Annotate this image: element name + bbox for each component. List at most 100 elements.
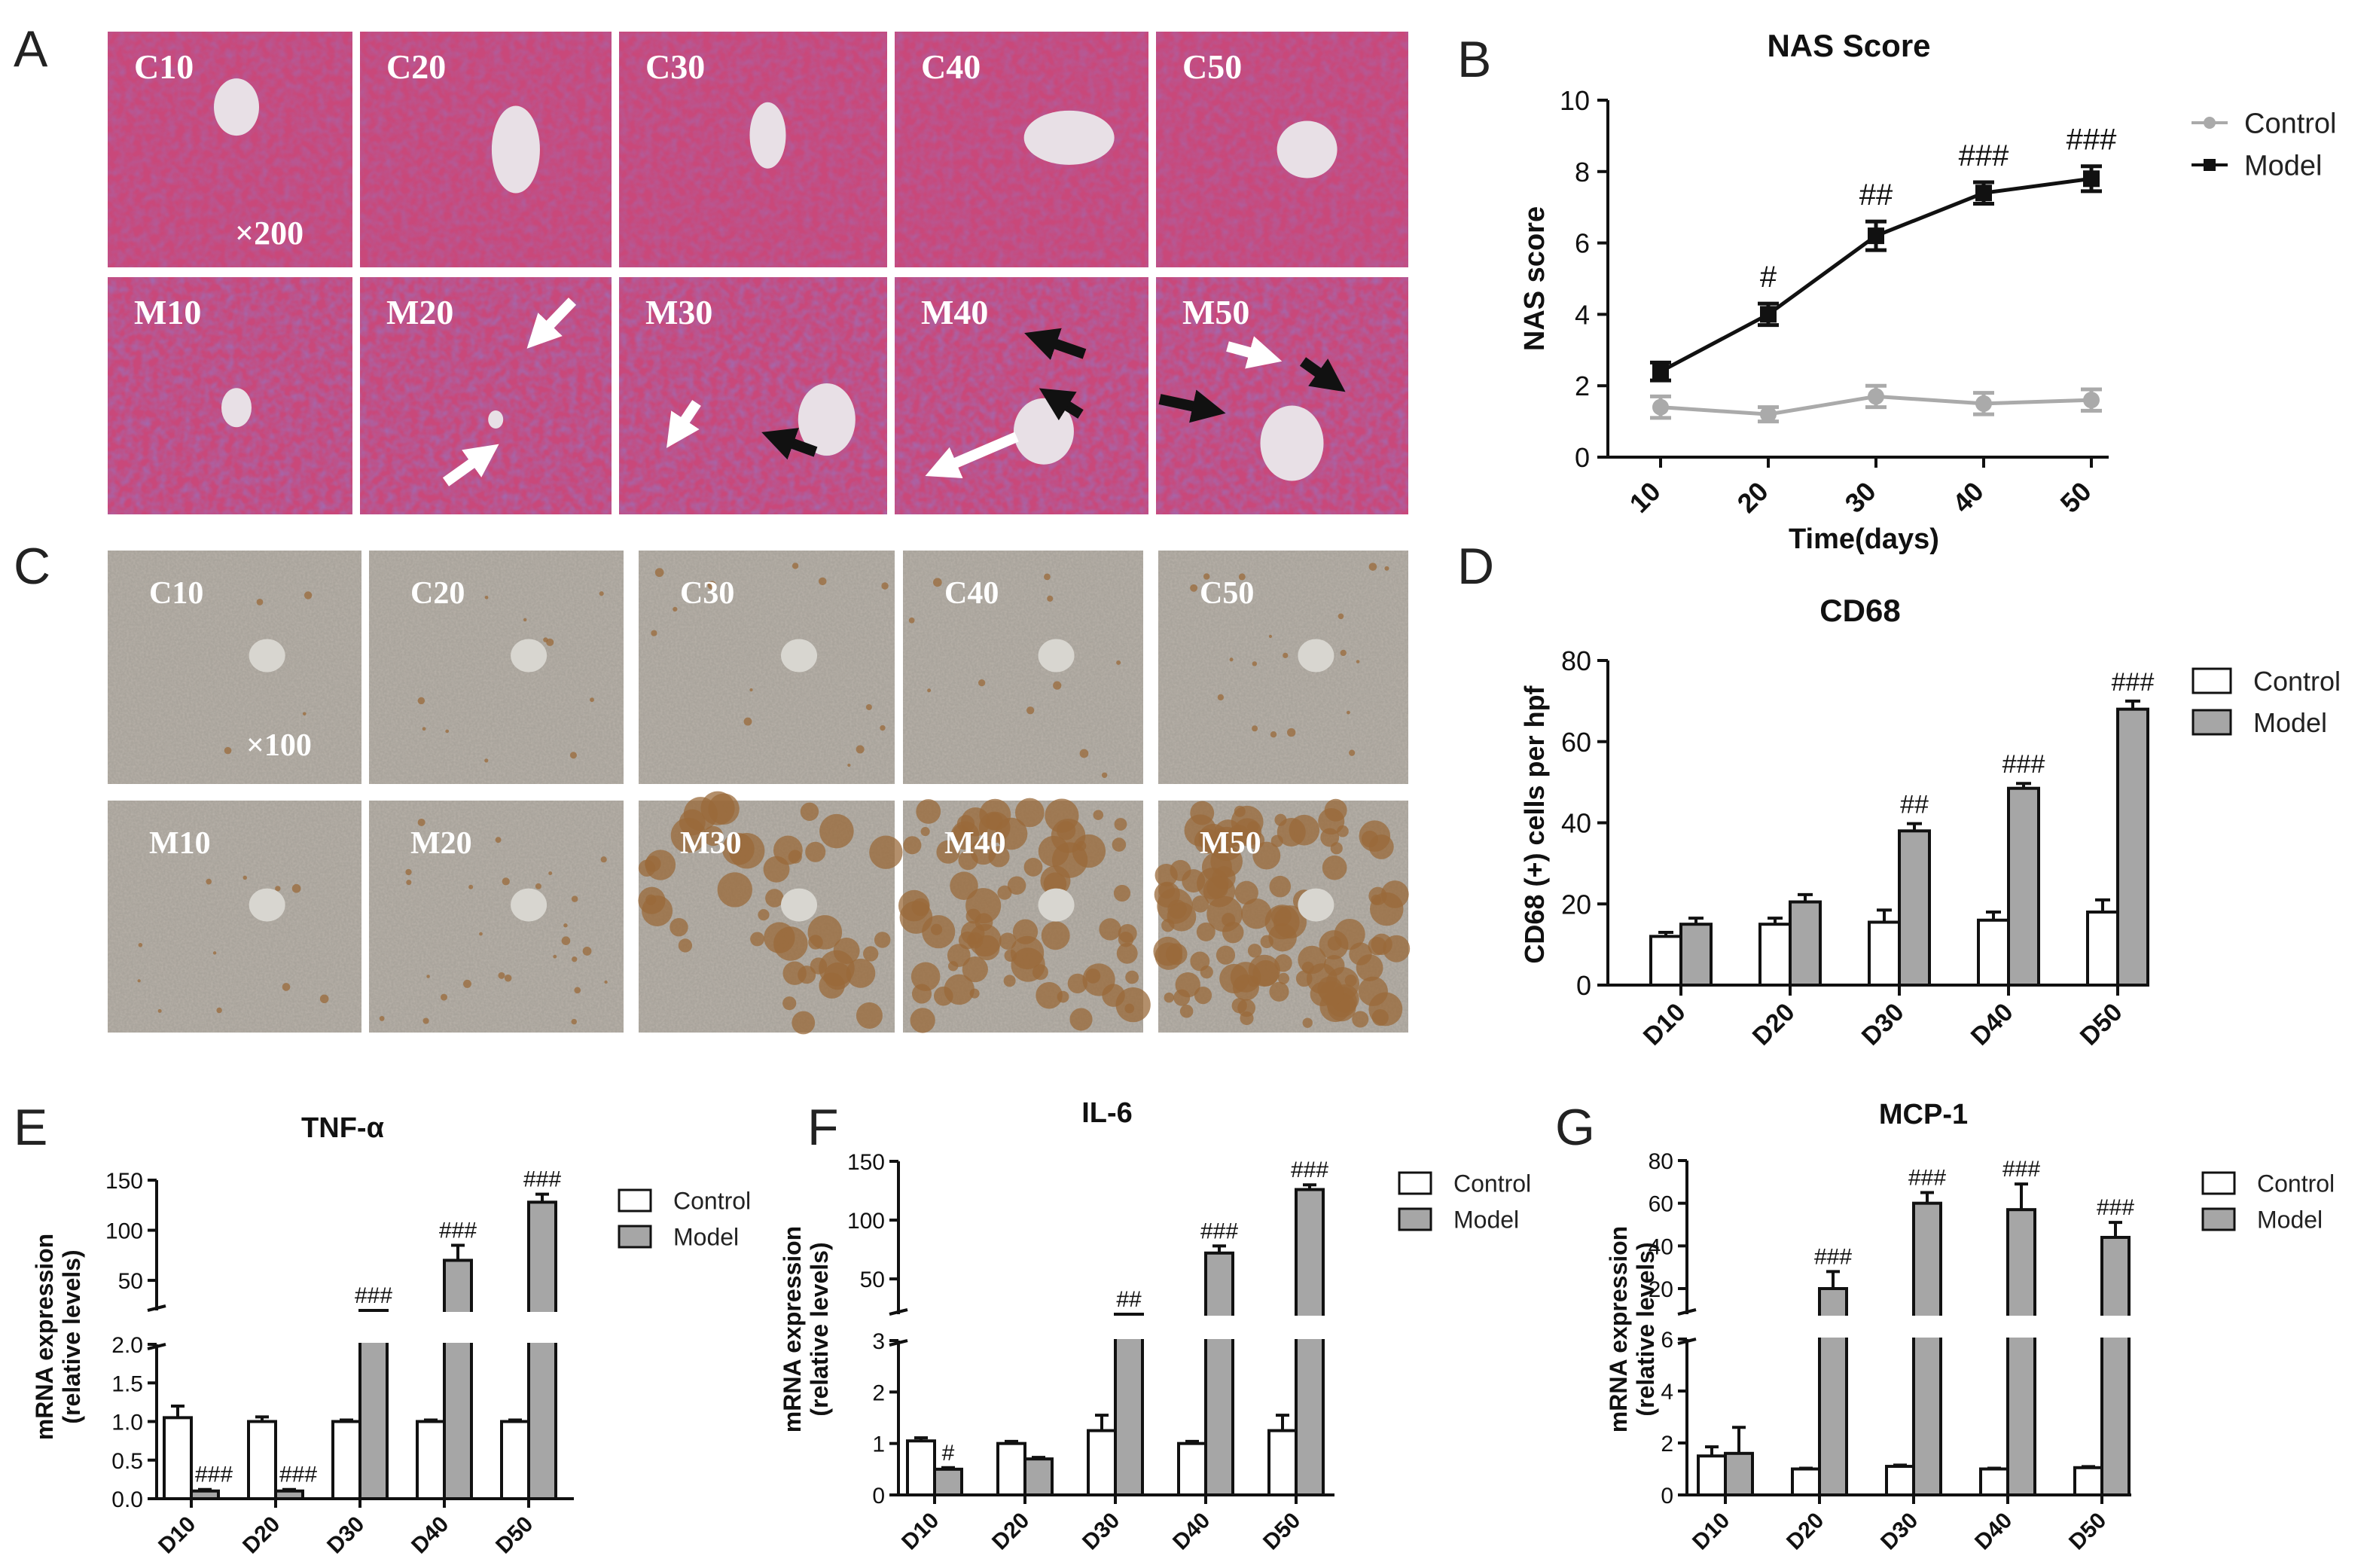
cd68-stain-spot <box>599 591 604 596</box>
y-tick-label: 60 <box>1649 1192 1673 1217</box>
cd68-stain-spot <box>1348 749 1356 756</box>
y-axis-label: mRNA expression(relative levels) <box>1605 1226 1659 1432</box>
y-tick-label: 6 <box>1575 228 1590 259</box>
x-tick-label: 30 <box>1839 476 1882 519</box>
cd68-stain-spot <box>535 883 541 889</box>
significance-label: # <box>1760 261 1777 294</box>
legend-label-model: Model <box>1453 1207 1519 1234</box>
x-tick-label: D10 <box>897 1508 944 1554</box>
cd68-stain-spot <box>445 729 450 734</box>
cd68-stain-spot <box>319 994 329 1004</box>
cd68-stain-spot <box>1319 981 1344 1005</box>
cd68-stain-spot <box>1268 634 1273 639</box>
central-vein <box>511 639 548 673</box>
cd68-stain-spot <box>1302 1017 1313 1028</box>
cd68-stain-spot <box>1217 694 1225 701</box>
bar-control <box>247 1420 277 1500</box>
y-axis-label: CD68 (+) cells per hpf <box>1519 685 1550 963</box>
x-tick-label: D30 <box>1078 1508 1124 1554</box>
cd68-stain-spot <box>417 697 426 705</box>
cd68-stain-spot <box>1210 845 1243 878</box>
cd68-stain-spot <box>678 938 693 953</box>
cd68-stain-spot <box>930 923 943 935</box>
x-tick-label: D10 <box>1638 998 1691 1051</box>
white-arrow-icon <box>925 432 1019 479</box>
cd68-stain-spot <box>1041 921 1070 950</box>
cd68-stain-spot <box>548 871 553 876</box>
cd68-stain-spot <box>1337 825 1349 837</box>
x-tick-label: D30 <box>1876 1508 1923 1554</box>
cd68-stain-spot <box>1368 936 1386 956</box>
x-tick-label: D40 <box>1970 1508 2017 1554</box>
cd68-stain-spot <box>819 813 854 849</box>
cd68-stain-spot <box>590 697 594 703</box>
data-point <box>2083 170 2100 188</box>
y-tick-label: 3 <box>872 1329 885 1354</box>
significance-label: ### <box>1908 1166 1946 1191</box>
cd68-stain-spot <box>880 725 886 731</box>
data-point <box>2083 392 2100 409</box>
cd68-stain-spot <box>1203 573 1210 580</box>
cd68-stain-spot <box>1252 725 1258 732</box>
x-tick-label: D20 <box>987 1508 1034 1554</box>
bar-break-gap <box>2100 1316 2131 1338</box>
cd68-stain-spot <box>936 840 960 864</box>
data-point <box>1760 306 1777 323</box>
x-tick-label: D40 <box>1966 998 2019 1051</box>
cd68-stain-spot <box>965 888 1002 924</box>
bar-control <box>906 1439 936 1496</box>
bar-control <box>331 1420 361 1500</box>
cd68-stain-spot <box>703 825 724 847</box>
bar-model <box>1789 900 1822 987</box>
bar-break-gap <box>358 1312 389 1343</box>
y-tick-label: 2 <box>1575 371 1590 401</box>
cd68-stain-spot <box>642 895 673 926</box>
significance-label: ### <box>2002 750 2045 779</box>
cd68-stain-spot <box>995 817 1028 850</box>
axis-break-mark <box>1677 1338 1697 1345</box>
legend-label-model: Model <box>2257 1207 2323 1234</box>
central-vein <box>1260 405 1324 481</box>
x-tick-label: D10 <box>154 1512 200 1558</box>
cd68-stain-spot <box>1368 886 1387 905</box>
cd68-stain-spot <box>1196 922 1216 941</box>
he-image-label: M40 <box>921 293 988 331</box>
ihc-tissue-texture <box>369 551 624 784</box>
cd68-stain-spot <box>962 956 988 983</box>
legend-swatch-model <box>2201 1207 2236 1231</box>
x-tick-label: 50 <box>2054 476 2097 519</box>
cd68-stain-spot <box>1277 972 1289 984</box>
cd68-stain-spot <box>1032 964 1048 981</box>
cd68-stain-spot <box>422 727 426 731</box>
cd68-stain-spot <box>468 884 474 889</box>
y-tick-label: 2 <box>1661 1432 1673 1457</box>
cd68-stain-spot <box>1093 810 1104 820</box>
cd68-stain-spot <box>1045 798 1079 833</box>
y-axis-label: mRNA expression(relative levels) <box>779 1226 833 1432</box>
cd68-stain-spot <box>1069 1008 1093 1031</box>
cd68-stain-spot <box>1252 959 1280 987</box>
cd68-stain-spot <box>563 923 568 928</box>
cd68-stain-spot <box>805 841 826 862</box>
chart-title: MCP-1 <box>1879 1099 1968 1130</box>
cd68-stain-spot <box>717 872 752 908</box>
central-vein <box>491 105 540 194</box>
central-vein <box>214 78 259 136</box>
cd68-stain-spot <box>807 915 843 950</box>
legend-swatch-model <box>2192 709 2232 736</box>
cd68-stain-spot <box>1340 649 1347 657</box>
cd68-stain-spot <box>1229 657 1234 662</box>
y-tick-label: 100 <box>847 1209 885 1234</box>
bar-control <box>1977 918 2010 987</box>
bar-break-gap <box>2006 1316 2037 1338</box>
cd68-stain-spot <box>1184 814 1216 847</box>
x-tick-label: D20 <box>1782 1508 1829 1554</box>
central-vein <box>511 888 548 922</box>
ihc-image-label: M30 <box>680 826 742 861</box>
y-tick-label: 20 <box>1561 889 1591 920</box>
legend-swatch-model <box>1398 1207 1432 1231</box>
cd68-stain-spot <box>1356 660 1360 664</box>
x-tick-label: D50 <box>491 1512 538 1558</box>
panel-letter-b: B <box>1457 31 1491 88</box>
bar-control <box>1177 1441 1207 1496</box>
